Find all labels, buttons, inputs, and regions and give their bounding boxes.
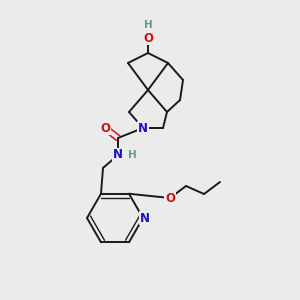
Text: O: O	[165, 191, 175, 205]
Text: O: O	[100, 122, 110, 134]
Text: N: N	[140, 212, 150, 224]
Text: H: H	[128, 150, 136, 160]
Text: N: N	[113, 148, 123, 161]
Text: H: H	[144, 20, 152, 30]
Text: O: O	[143, 32, 153, 44]
Text: N: N	[138, 122, 148, 134]
